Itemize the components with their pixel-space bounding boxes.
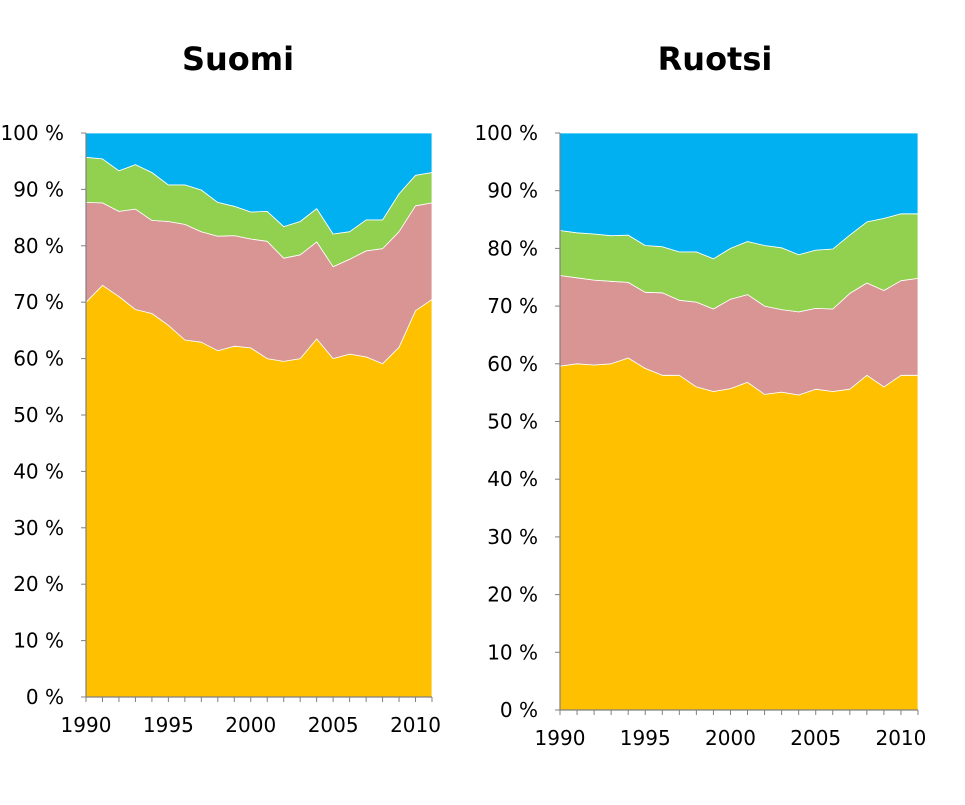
y-tick-label: 100 % bbox=[0, 121, 64, 145]
x-tick-label: 1995 bbox=[620, 726, 671, 750]
x-tick-label: 2000 bbox=[225, 713, 276, 737]
area-series-1 bbox=[559, 357, 919, 711]
y-tick-label: 50 % bbox=[13, 403, 64, 427]
y-tick-label: 40 % bbox=[487, 467, 538, 491]
y-tick-label: 10 % bbox=[13, 629, 64, 653]
y-tick-label: 60 % bbox=[13, 347, 64, 371]
y-tick-label: 40 % bbox=[13, 459, 64, 483]
y-tick-label: 80 % bbox=[13, 234, 64, 258]
y-tick-label: 70 % bbox=[487, 294, 538, 318]
y-tick-label: 100 % bbox=[474, 121, 538, 145]
y-tick-label: 20 % bbox=[487, 583, 538, 607]
x-tick-label: 2000 bbox=[705, 726, 756, 750]
y-tick-label: 50 % bbox=[487, 410, 538, 434]
chart-title-suomi: Suomi bbox=[181, 40, 295, 78]
x-tick-label: 1990 bbox=[535, 726, 586, 750]
y-tick-label: 80 % bbox=[487, 236, 538, 260]
x-tick-label: 1995 bbox=[143, 713, 194, 737]
x-tick-label: 2005 bbox=[790, 726, 841, 750]
y-tick-label: 20 % bbox=[13, 572, 64, 596]
y-tick-label: 30 % bbox=[487, 525, 538, 549]
y-tick-label: 30 % bbox=[13, 516, 64, 540]
area-series-4 bbox=[85, 132, 433, 235]
y-tick-label: 10 % bbox=[487, 640, 538, 664]
area-series-4 bbox=[559, 132, 919, 260]
x-tick-label: 2010 bbox=[875, 726, 926, 750]
x-tick-label: 2010 bbox=[390, 713, 441, 737]
y-tick-label: 0 % bbox=[500, 698, 538, 722]
chart-suomi: 0 % 10 % 20 % 30 % 40 % 50 % 60 % 70 % 80 % 90 % 1… bbox=[0, 121, 441, 737]
x-tick-label: 2005 bbox=[308, 713, 359, 737]
chart-title-ruotsi: Ruotsi bbox=[657, 40, 773, 78]
x-tick-label: 1990 bbox=[61, 713, 112, 737]
y-tick-label: 60 % bbox=[487, 352, 538, 376]
y-tick-label: 90 % bbox=[13, 177, 64, 201]
y-tick-label: 70 % bbox=[13, 290, 64, 314]
y-tick-label: 0 % bbox=[26, 685, 64, 709]
y-tick-label: 90 % bbox=[487, 179, 538, 203]
chart-ruotsi: 0 % 10 % 20 % 30 % 40 % 50 % 60 % 70 % 80 % 90 % 1… bbox=[474, 121, 926, 750]
